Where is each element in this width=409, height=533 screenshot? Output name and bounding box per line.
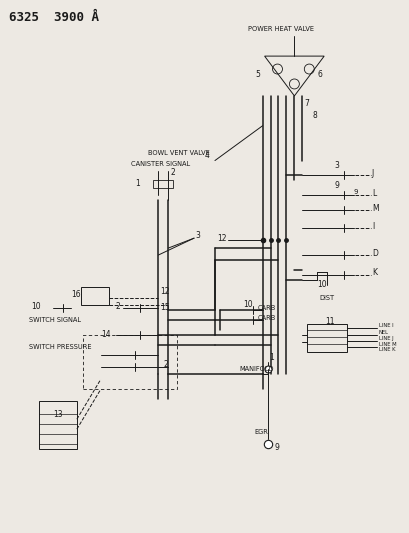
Text: 11: 11 (324, 317, 334, 326)
Text: MANIFOLD: MANIFOLD (239, 367, 274, 373)
Text: 10: 10 (317, 280, 326, 289)
Bar (39, 401, 76, 449)
Text: 3: 3 (195, 231, 200, 240)
Text: 3: 3 (333, 161, 338, 170)
Text: 10: 10 (31, 302, 41, 311)
Text: 1: 1 (269, 353, 274, 362)
Text: 16: 16 (71, 290, 80, 300)
Text: LINE J: LINE J (378, 336, 393, 341)
Text: 10: 10 (242, 300, 252, 309)
Text: 5: 5 (255, 69, 260, 78)
Text: LINE K: LINE K (378, 347, 394, 352)
Text: 2: 2 (170, 168, 175, 177)
Text: CANISTER SIGNAL: CANISTER SIGNAL (130, 160, 189, 166)
Text: CARB: CARB (257, 305, 275, 311)
Text: 6: 6 (317, 69, 321, 78)
Text: 2: 2 (115, 302, 120, 311)
Text: SWITCH PRESSURE: SWITCH PRESSURE (29, 344, 92, 350)
Text: POWER HEAT VALVE: POWER HEAT VALVE (247, 26, 313, 32)
Text: D: D (371, 248, 377, 257)
Text: 15: 15 (160, 303, 169, 312)
Text: 9: 9 (333, 181, 338, 190)
Text: K: K (371, 269, 376, 278)
Text: 14: 14 (101, 330, 110, 339)
Text: 7: 7 (303, 99, 308, 108)
Text: 9: 9 (274, 442, 279, 451)
Text: LINE M: LINE M (378, 342, 396, 347)
Bar (83, 335, 177, 389)
Bar (153, 181, 173, 188)
Text: 6325  3900 Å: 6325 3900 Å (9, 11, 99, 25)
Text: LINE I: LINE I (378, 323, 393, 328)
Text: 12: 12 (160, 287, 169, 296)
Text: EGR: EGR (254, 429, 268, 435)
Text: DIST: DIST (319, 295, 333, 301)
Text: 12: 12 (216, 233, 226, 243)
Text: 1: 1 (135, 179, 140, 188)
Text: 8: 8 (312, 111, 316, 120)
Text: CARB: CARB (257, 314, 275, 321)
Text: SWITCH SIGNAL: SWITCH SIGNAL (29, 317, 81, 322)
Bar (81, 287, 108, 305)
Text: L: L (371, 189, 375, 198)
Text: 9: 9 (353, 189, 357, 196)
Text: 13: 13 (53, 410, 63, 419)
Text: BOWL VENT VALVE: BOWL VENT VALVE (148, 150, 210, 156)
Text: NEL: NEL (378, 330, 388, 335)
Text: 4: 4 (204, 151, 209, 160)
Text: 2: 2 (163, 360, 168, 369)
Bar (307, 324, 346, 352)
Text: M: M (371, 204, 378, 213)
Text: J: J (371, 169, 373, 178)
Text: I: I (371, 222, 373, 231)
